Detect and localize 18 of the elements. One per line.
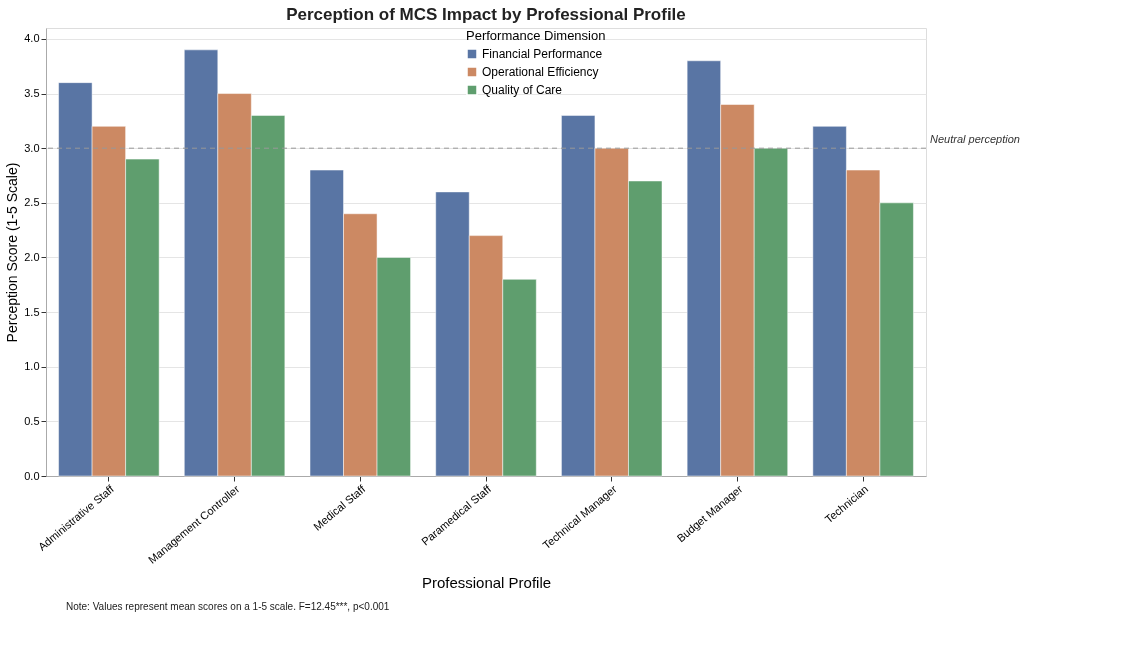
y-tick-label: 3.5 [24, 87, 40, 100]
legend-label: Operational Efficiency [482, 65, 599, 79]
y-tick-label: 3.0 [24, 141, 40, 154]
x-axis-title: Professional Profile [421, 573, 552, 591]
y-tick-label: 4.0 [24, 32, 40, 45]
y-tick-label: 0.5 [24, 414, 40, 427]
legend-label: Quality of Care [482, 83, 563, 97]
y-tick-label: 0.0 [24, 469, 40, 482]
y-tick-label: 1.5 [24, 305, 40, 318]
y-tick-label: 1.0 [24, 360, 40, 373]
y-tick-label: 2.5 [24, 196, 40, 209]
legend-label: Financial Performance [482, 47, 603, 61]
y-tick-label: 2.0 [24, 250, 40, 263]
legend-title: Performance Dimension [466, 28, 606, 43]
ref-line-label: Neutral perception [930, 133, 1020, 146]
chart-title: Perception of MCS Impact by Professional Profile [286, 5, 686, 24]
y-axis-title: Perception Score (1-5 Scale) [4, 162, 21, 343]
text: Note: Values represent mean scores on a 1-5 scale. F=12.45***, p<0.001 [66, 601, 390, 612]
